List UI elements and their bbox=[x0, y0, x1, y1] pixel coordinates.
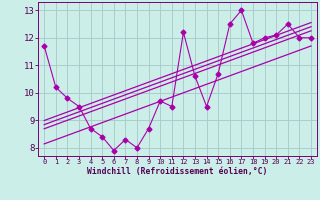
X-axis label: Windchill (Refroidissement éolien,°C): Windchill (Refroidissement éolien,°C) bbox=[87, 167, 268, 176]
